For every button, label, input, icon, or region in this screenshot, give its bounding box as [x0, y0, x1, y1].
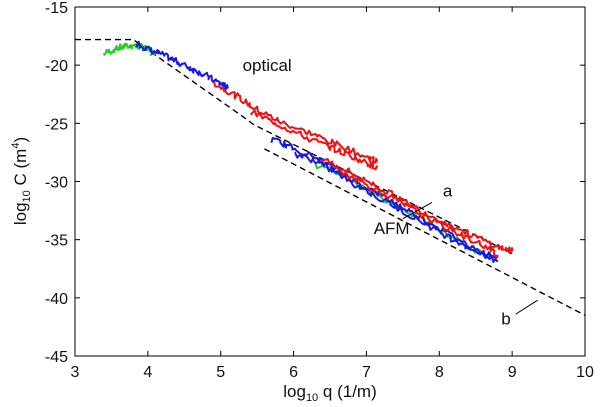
leader-line-a [402, 202, 433, 220]
x-tick-label: 10 [576, 364, 594, 381]
y-tick-label: -20 [45, 58, 68, 75]
annotation-optical: optical [243, 56, 292, 75]
series-line-blue-optical [135, 40, 229, 91]
y-tick-label: -30 [45, 175, 68, 192]
x-tick-label: 6 [289, 364, 298, 381]
series-line-red-AFM [321, 158, 514, 255]
annotation-layer: optical AFM a b [243, 56, 511, 329]
annotation-b: b [501, 310, 510, 329]
x-tick-label: 7 [362, 364, 371, 381]
y-axis-label-main: log [11, 202, 30, 225]
x-axis-label-main: log [283, 382, 306, 401]
y-tick-label: -25 [45, 116, 68, 133]
y-tick-label: -40 [45, 291, 68, 308]
series-layer [75, 38, 586, 316]
annotation-afm: AFM [374, 219, 410, 238]
series-line-blue-AFM-2 [294, 151, 499, 259]
series-line-red-optical [213, 81, 379, 164]
y-axis-label-sup: 4 [10, 143, 22, 149]
x-axis-label: log10 q (1/m) [283, 382, 377, 404]
series-line-fit-a [75, 38, 513, 255]
y-tick-label: -15 [45, 0, 68, 17]
y-tick-label: -35 [45, 233, 68, 250]
x-tick-label: 3 [71, 364, 80, 381]
series-line-fit-b [264, 148, 586, 316]
x-axis-label-rest: q (1/m) [318, 382, 377, 401]
series-line-red-AFM-2 [335, 166, 499, 259]
series-line-green-optical [103, 42, 156, 56]
x-axis-label-sub: 10 [306, 392, 318, 404]
y-axis-label-sub: 10 [21, 190, 33, 202]
y-axis-label: log10 C (m4) [10, 137, 33, 225]
y-tick-label: -45 [45, 349, 68, 366]
series-line-red-optical-2 [249, 109, 379, 171]
x-tick-label: 9 [508, 364, 517, 381]
leader-line-b [515, 299, 538, 315]
plot-frame [74, 6, 586, 357]
y-axis-label-rest: C (m [11, 149, 30, 191]
leader-layer [402, 202, 538, 315]
x-tick-label: 8 [435, 364, 444, 381]
y-axis-label-close: ) [11, 137, 30, 143]
annotation-a: a [443, 182, 453, 201]
x-tick-label: 4 [143, 364, 152, 381]
x-tick-label: 5 [216, 364, 225, 381]
tick-layer: 3 4 5 6 7 8 9 10 -15 -20 -25 -30 -35 -40 -45 [45, 0, 594, 381]
